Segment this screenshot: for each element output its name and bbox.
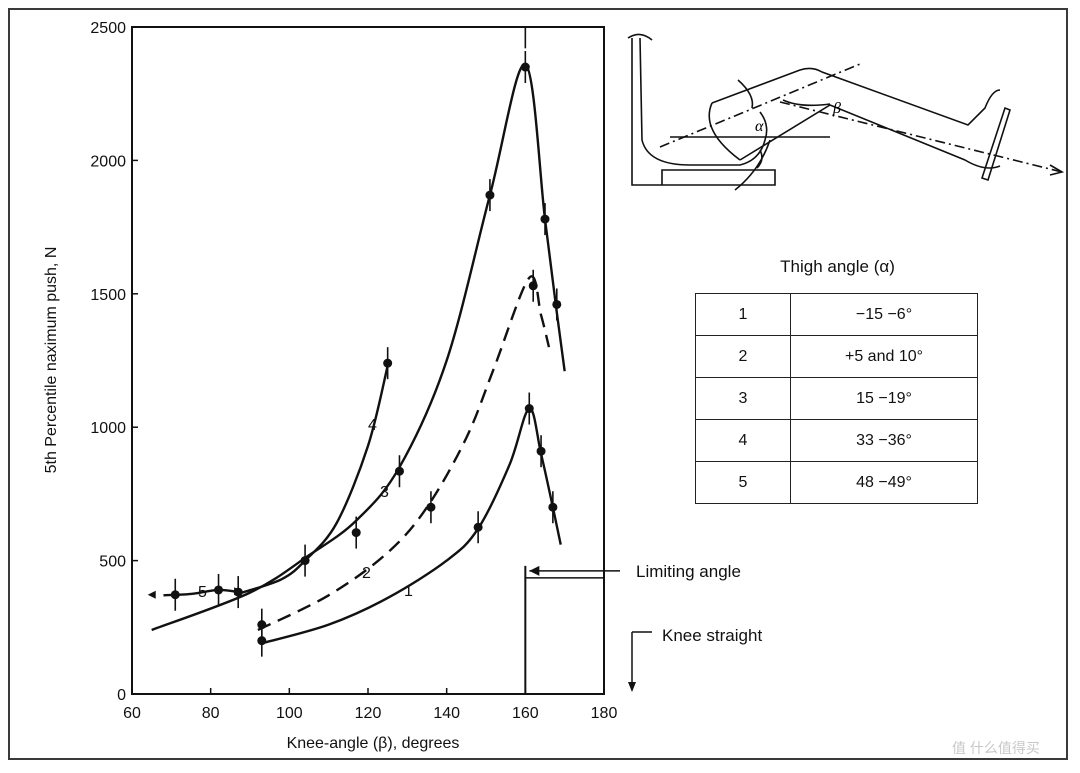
x-tick-label: 140 [433, 705, 460, 722]
data-point [485, 190, 495, 200]
data-point [300, 556, 310, 566]
curve-label: 1 [404, 583, 413, 600]
limiting-angle-label: Limiting angle [636, 562, 741, 581]
curve-label: 4 [368, 417, 377, 434]
data-point [520, 62, 530, 72]
legend-row-id: 5 [695, 461, 791, 504]
data-point [351, 528, 361, 538]
series-line [257, 275, 551, 632]
legend-row: 3 15 −19° [695, 377, 978, 420]
series-line [151, 63, 566, 632]
series-line [261, 407, 562, 645]
legend-row-range: 33 −36° [790, 419, 978, 462]
series-layer: 1 2 3 4 5 [147, 51, 566, 657]
series-5: 5 [163, 573, 243, 611]
x-tick-label: 80 [202, 705, 220, 722]
y-tick-label: 2500 [90, 20, 126, 37]
data-point [536, 446, 546, 456]
curve-label: 2 [362, 565, 371, 582]
leg-diagram [627, 33, 1065, 191]
curve-label: 5 [198, 584, 207, 601]
legend-row-range: 15 −19° [790, 377, 978, 420]
legend-row-id: 2 [695, 335, 791, 378]
data-point [528, 281, 538, 291]
legend-table-title: Thigh angle (α) [780, 257, 895, 276]
series-2: 2 [257, 269, 551, 641]
arrow-head [234, 587, 243, 596]
x-tick-label: 120 [355, 705, 382, 722]
data-point [426, 502, 436, 512]
x-tick-label: 100 [276, 705, 303, 722]
y-tick-label: 500 [99, 554, 126, 571]
y-tick-label: 1500 [90, 287, 126, 304]
beta-label: β [832, 100, 841, 117]
data-point [552, 299, 562, 309]
x-tick-label: 160 [512, 705, 539, 722]
data-point [257, 620, 267, 630]
series-4: 4 [241, 347, 393, 594]
data-point [548, 502, 558, 512]
knee-straight-pointer [631, 631, 652, 690]
series-3: 3 [151, 51, 566, 632]
legend-row-range: 48 −49° [790, 461, 978, 504]
data-point [394, 466, 404, 476]
series-line [241, 365, 389, 594]
x-tick-label: 60 [123, 705, 141, 722]
annotation-layer: Limiting angle Knee straight [524, 27, 762, 694]
legend-row: 4 33 −36° [695, 419, 978, 462]
legend-row-id: 4 [695, 419, 791, 462]
legend-table: 1 −15 −6° 2 +5 and 10° 3 15 −19° 4 33 −36° 5 48 −… [695, 293, 978, 504]
y-axis-label: 5th Percentile naximum push, N [43, 247, 60, 474]
legend-row: 1 −15 −6° [695, 293, 978, 336]
legend-row: 5 48 −49° [695, 461, 978, 504]
data-point [524, 404, 534, 414]
axis-ticks: 60 80 100 120 140 160 180 0 500 1000 1500 2000 2500 [90, 20, 617, 722]
figure-frame [8, 8, 1068, 760]
y-tick-label: 0 [117, 687, 126, 704]
x-tick-label: 180 [591, 705, 618, 722]
watermark: 值 什么值得买 [952, 740, 1040, 756]
arrow-head [147, 590, 156, 599]
data-point [170, 590, 180, 600]
series-1: 1 [257, 392, 562, 657]
curve-label: 3 [380, 484, 389, 501]
y-tick-label: 2000 [90, 153, 126, 170]
legend-row-id: 1 [695, 293, 791, 336]
legend-row-id: 3 [695, 377, 791, 420]
x-axis-label: Knee-angle (β), degrees [287, 735, 460, 752]
data-point [214, 585, 224, 595]
data-point [257, 636, 267, 646]
data-point [473, 522, 483, 532]
legend-row-range: −15 −6° [790, 293, 978, 336]
alpha-label: α [755, 118, 764, 135]
legend-row: 2 +5 and 10° [695, 335, 978, 378]
knee-straight-label: Knee straight [662, 626, 762, 645]
y-tick-label: 1000 [90, 420, 126, 437]
knee-straight-arrow [628, 682, 636, 692]
legend-row-range: +5 and 10° [790, 335, 978, 378]
limiting-angle-arrow [529, 565, 540, 576]
data-point [383, 358, 393, 368]
data-point [540, 214, 550, 224]
